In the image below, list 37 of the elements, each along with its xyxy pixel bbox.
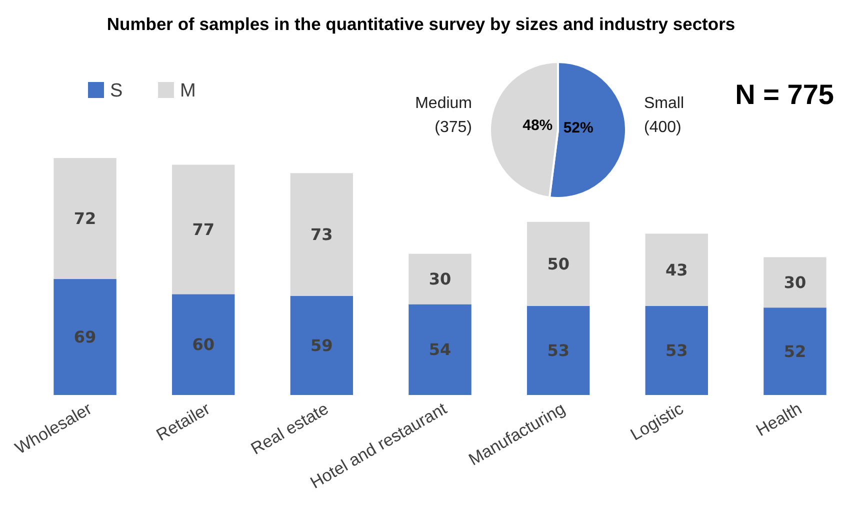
bar [54,279,116,395]
bar [408,304,472,395]
data-label: 52 [784,342,806,361]
bar [764,257,826,308]
data-label: 43 [666,260,688,280]
bar [172,294,235,395]
bar [764,308,826,395]
x-tick-label: Real estate [248,399,332,458]
data-label: 30 [428,270,452,289]
data-label: 30 [784,272,806,292]
bar [172,164,235,294]
data-label: 50 [547,254,570,274]
chart-title: Number of samples in the quantitative survey by sizes and industry sectors [106,14,736,34]
text: N = 775 [735,79,834,110]
bar [526,306,590,395]
legend-label: M [180,80,196,102]
slice-label: Small (400) [644,95,684,136]
bar [290,296,354,395]
data-label: 72 [74,209,96,228]
data-label: 52% [563,120,594,137]
data-label: 59 [310,336,333,356]
bar [645,306,708,395]
data-label: 48% [522,116,553,134]
bar [645,234,708,306]
bar [526,222,590,306]
data-label: 69 [74,328,96,347]
data-label: 60 [192,335,214,354]
data-label: 53 [666,341,688,360]
legend-label: S [110,80,123,102]
data-label: 77 [192,220,214,240]
bar [54,158,116,280]
data-label: 73 [310,225,333,244]
data-label: 53 [547,341,570,360]
slice-label: Medium (375) [415,95,472,136]
bar [290,173,354,296]
bar [408,254,472,304]
data-label: 54 [428,340,452,360]
